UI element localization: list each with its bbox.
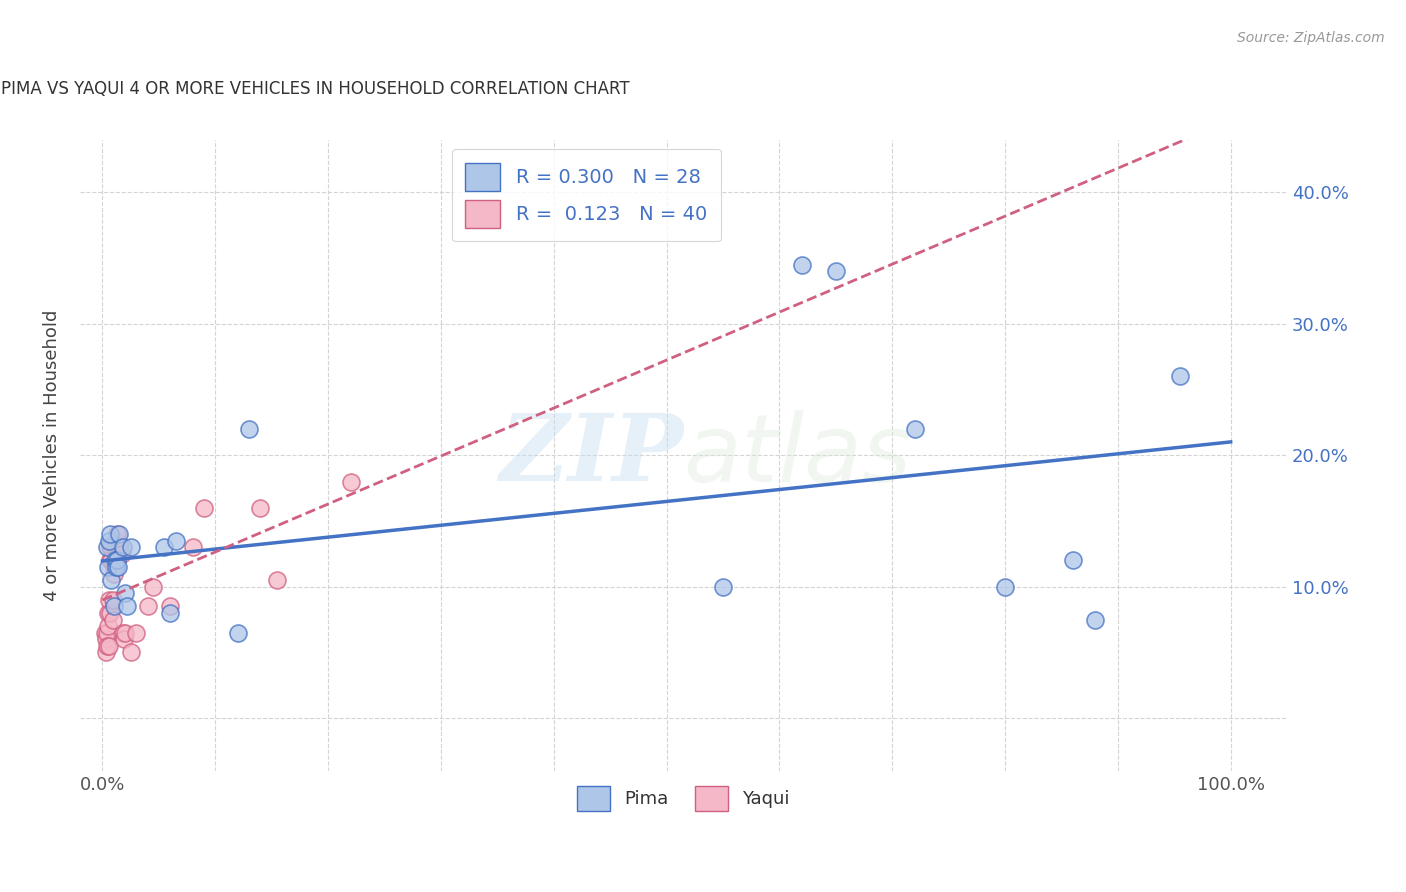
Text: atlas: atlas	[683, 409, 911, 500]
Point	[125, 625, 148, 640]
Point	[103, 566, 125, 581]
Point	[339, 475, 361, 489]
Point	[101, 613, 124, 627]
Point	[104, 553, 127, 567]
Point	[104, 533, 127, 548]
Point	[105, 527, 128, 541]
Point	[104, 560, 127, 574]
Point	[117, 599, 139, 614]
Point	[904, 422, 927, 436]
Point	[110, 540, 132, 554]
Y-axis label: 4 or more Vehicles in Household: 4 or more Vehicles in Household	[44, 310, 60, 601]
Point	[824, 264, 846, 278]
Point	[105, 553, 128, 567]
Point	[101, 592, 124, 607]
Point	[103, 560, 125, 574]
Point	[94, 645, 117, 659]
Point	[97, 619, 120, 633]
Point	[96, 540, 118, 554]
Point	[193, 500, 215, 515]
Point	[100, 573, 122, 587]
Point	[120, 645, 142, 659]
Point	[711, 580, 734, 594]
Point	[994, 580, 1017, 594]
Point	[159, 606, 181, 620]
Point	[104, 553, 127, 567]
Point	[103, 599, 125, 614]
Legend: Pima, Yaqui: Pima, Yaqui	[569, 779, 797, 819]
Point	[181, 540, 204, 554]
Point	[110, 547, 132, 561]
Point	[94, 632, 117, 647]
Point	[226, 625, 249, 640]
Point	[98, 533, 121, 548]
Point	[98, 527, 121, 541]
Point	[238, 422, 260, 436]
Point	[97, 560, 120, 574]
Point	[96, 625, 118, 640]
Point	[136, 599, 159, 614]
Point	[96, 639, 118, 653]
Point	[165, 533, 187, 548]
Text: Source: ZipAtlas.com: Source: ZipAtlas.com	[1237, 31, 1385, 45]
Point	[112, 632, 135, 647]
Point	[108, 527, 131, 541]
Point	[98, 606, 121, 620]
Point	[114, 625, 136, 640]
Text: ZIP: ZIP	[499, 410, 683, 500]
Point	[97, 606, 120, 620]
Point	[98, 592, 121, 607]
Point	[107, 560, 129, 574]
Point	[790, 258, 813, 272]
Point	[153, 540, 176, 554]
Point	[100, 540, 122, 554]
Point	[98, 553, 121, 567]
Point	[159, 599, 181, 614]
Point	[111, 625, 134, 640]
Point	[249, 500, 271, 515]
Point	[114, 586, 136, 600]
Point	[100, 553, 122, 567]
Point	[1084, 613, 1107, 627]
Point	[1062, 553, 1084, 567]
Point	[266, 573, 288, 587]
Text: PIMA VS YAQUI 4 OR MORE VEHICLES IN HOUSEHOLD CORRELATION CHART: PIMA VS YAQUI 4 OR MORE VEHICLES IN HOUS…	[1, 79, 630, 98]
Point	[104, 540, 127, 554]
Point	[120, 540, 142, 554]
Point	[111, 540, 134, 554]
Point	[108, 540, 131, 554]
Point	[93, 625, 115, 640]
Point	[1168, 369, 1191, 384]
Point	[142, 580, 165, 594]
Point	[98, 639, 121, 653]
Point	[98, 540, 121, 554]
Point	[107, 547, 129, 561]
Point	[105, 553, 128, 567]
